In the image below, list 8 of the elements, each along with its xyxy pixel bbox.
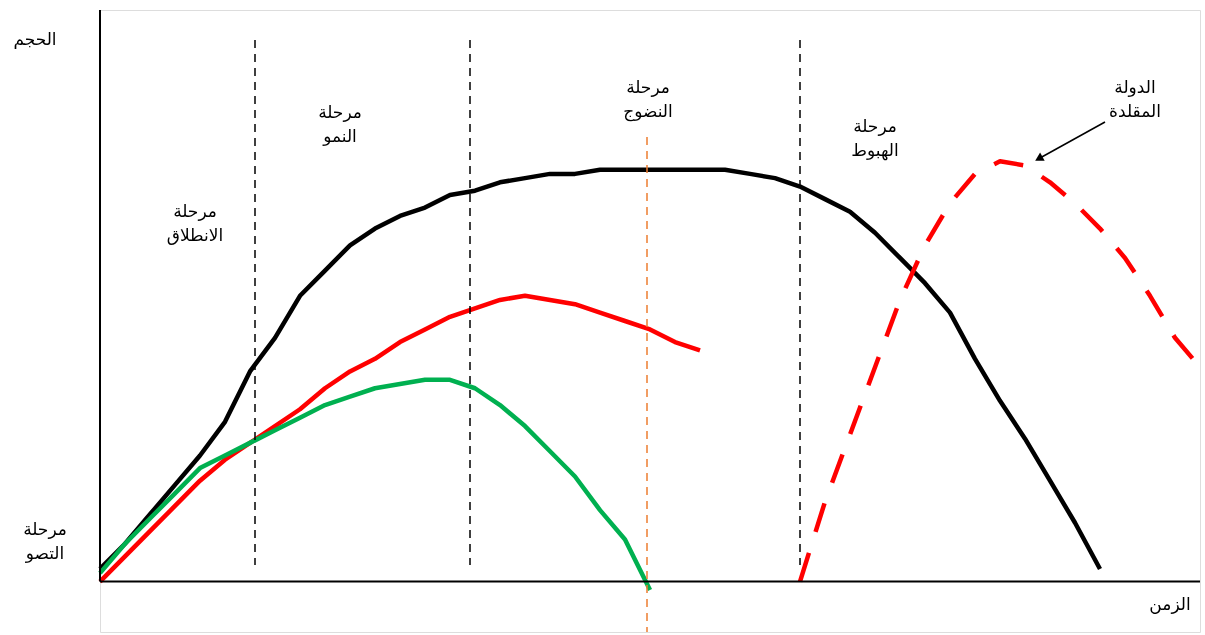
text: مرحلة النمو: [318, 102, 362, 146]
x-axis-title: الزمن: [1149, 594, 1191, 614]
annotation: مرحلة الانطلاق: [166, 201, 224, 245]
text: مرحلة الهبوط: [851, 116, 899, 161]
text: الدولة المقلدة: [1109, 77, 1161, 121]
text: مرحلة النضوج: [623, 77, 673, 122]
text: الحجم: [13, 29, 57, 50]
text: مرحلة التصو: [23, 519, 67, 563]
